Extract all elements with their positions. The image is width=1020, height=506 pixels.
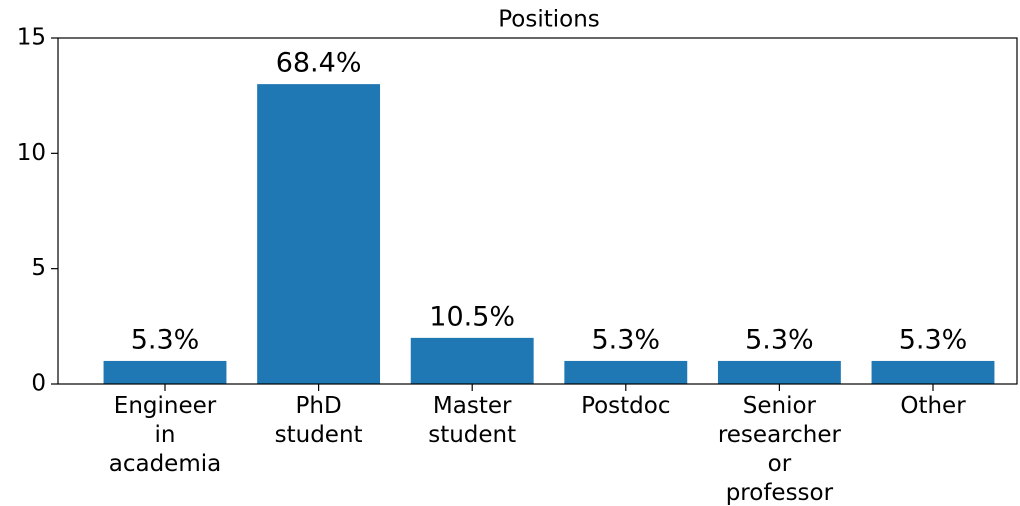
- value-label: 10.5%: [429, 301, 515, 332]
- x-tick-label: Engineer in academia: [108, 393, 222, 477]
- bar: [871, 360, 995, 384]
- y-tick-label: 10: [17, 140, 46, 166]
- value-label: 5.3%: [745, 324, 814, 355]
- value-label: 5.3%: [131, 324, 200, 355]
- x-tick-label: PhD student: [274, 393, 363, 448]
- x-tick-label: Other: [900, 393, 966, 419]
- chart-title: Positions: [498, 7, 600, 33]
- bar: [257, 84, 381, 384]
- x-tick-label: Postdoc: [581, 393, 671, 419]
- value-label: 68.4%: [276, 48, 362, 79]
- x-tick-label: Master student: [428, 393, 517, 448]
- y-tick-label: 5: [31, 255, 46, 281]
- plot-frame: [57, 37, 1018, 385]
- bar: [564, 360, 688, 384]
- bar: [717, 360, 841, 384]
- x-tick-label: Senior researcher or professor: [717, 393, 841, 506]
- bar: [410, 337, 534, 384]
- y-tick-label: 15: [17, 25, 46, 51]
- value-label: 5.3%: [591, 324, 660, 355]
- value-label: 5.3%: [899, 324, 968, 355]
- bar: [103, 360, 227, 384]
- y-tick-label: 0: [31, 371, 46, 397]
